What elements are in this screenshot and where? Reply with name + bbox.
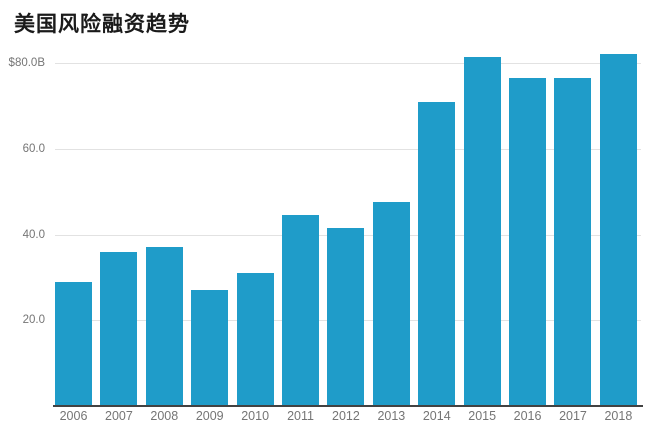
bar-2014 [418,101,456,406]
x-axis-label: 2010 [241,409,270,423]
bar-2006 [55,281,92,406]
x-axis-label: 2013 [377,409,406,423]
bar-2013 [372,202,410,406]
gridline [55,148,641,150]
x-axis-label: 2011 [287,409,314,423]
x-axis-label: 2008 [150,409,179,423]
bar-2018 [599,54,637,406]
x-axis-label: 2014 [422,409,451,423]
bar-2011 [282,215,320,406]
x-axis-label: 2015 [468,409,497,423]
bar-2008 [145,247,183,406]
bar-2017 [554,78,592,406]
gridline [55,63,641,64]
bar-2012 [327,228,365,406]
x-axis-label: 2018 [604,409,633,423]
y-axis-tick-label: $80.0B [8,57,45,69]
chart-title: 美国风险融资趋势 [14,13,190,36]
x-axis-line [53,405,643,407]
bar-2015 [463,56,501,406]
y-axis-tick-label: 20.0 [22,314,45,327]
y-axis-tick-label: 60.0 [22,142,45,155]
x-axis-label: 2006 [59,409,88,423]
x-axis-labels: 2006 2007 2008 2009 2010 2011 2012 2013 2014 2015… [55,409,637,423]
x-axis-label: 2016 [513,409,542,423]
x-axis-label: 2009 [195,409,224,423]
plot-area [55,54,637,406]
bar-2016 [509,78,547,406]
x-axis-label: 2017 [559,409,587,423]
bar-2009 [191,290,229,406]
x-axis-label: 2007 [105,409,133,423]
bar-2010 [236,273,274,406]
bar-2007 [100,251,138,406]
y-axis-tick-label: 40.0 [22,228,45,241]
x-axis-label: 2012 [332,409,360,423]
